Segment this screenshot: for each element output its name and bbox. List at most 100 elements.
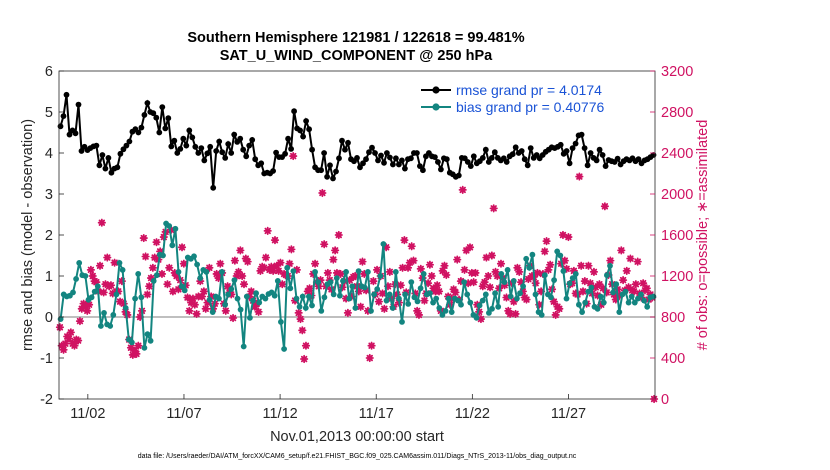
rmse-point: [108, 169, 115, 176]
rmse-point: [186, 127, 193, 134]
bias-point: [240, 343, 247, 350]
obs-count-marker: [409, 256, 418, 265]
rmse-point: [420, 167, 426, 174]
bias-point: [234, 295, 241, 302]
obs-count-marker: [145, 282, 154, 291]
obs-count-marker: [382, 243, 391, 252]
obs-count-marker: [578, 287, 588, 296]
obs-count-marker: [509, 297, 518, 306]
obs-count-marker: [179, 259, 188, 268]
rmse-point: [303, 118, 309, 124]
bias-point: [222, 301, 229, 308]
obs-count-marker: [637, 293, 646, 302]
obs-count-marker: [303, 287, 312, 296]
obs-count-marker: [86, 265, 95, 274]
rmse-point: [485, 159, 492, 165]
obs-count-marker: [243, 257, 252, 266]
bias-point: [209, 309, 216, 315]
chart-title-line2: SAT_U_WIND_COMPONENT @ 250 hPa: [220, 48, 493, 64]
bias-point: [560, 268, 567, 274]
rmse-point: [126, 138, 133, 145]
bias-point: [504, 267, 511, 273]
bias-point: [566, 280, 573, 287]
rmse-point: [168, 143, 175, 150]
obs-count-marker: [480, 278, 489, 287]
bias-point: [458, 301, 464, 308]
rmse-point: [270, 168, 276, 174]
rmse-point: [57, 123, 64, 130]
rmse-point: [282, 150, 288, 157]
bias-point: [141, 344, 148, 351]
obs-count-marker: [487, 251, 496, 260]
obs-count-marker: [134, 341, 143, 350]
rmse-point: [189, 134, 196, 141]
bias-point: [371, 291, 377, 298]
bias-point: [514, 295, 520, 302]
bias-point: [600, 299, 607, 306]
bias-point: [287, 285, 294, 292]
obs-count-marker: [174, 285, 183, 294]
bias-point: [430, 299, 436, 306]
obs-count-marker: [172, 271, 181, 281]
bias-point: [281, 346, 287, 352]
obs-count-marker: [117, 277, 126, 286]
obs-count-marker: [329, 255, 338, 264]
rmse-point: [342, 146, 348, 153]
obs-count-marker: [465, 243, 475, 252]
obs-count-marker: [405, 258, 414, 267]
rmse-point: [387, 154, 393, 161]
obs-count-marker: [449, 285, 458, 294]
rmse-point: [222, 155, 229, 161]
rmse-point: [581, 145, 588, 152]
bias-point: [448, 309, 455, 315]
obs-count-marker: [489, 204, 498, 213]
obs-count-marker: [427, 271, 436, 281]
obs-count-marker: [212, 269, 221, 279]
rmse-point: [258, 160, 265, 167]
obs-count-marker: [323, 268, 332, 278]
bias-point: [178, 283, 185, 290]
obs-count-marker: [414, 310, 424, 320]
obs-count-marker: [577, 261, 586, 270]
bias-point: [181, 287, 188, 294]
obs-count-marker: [496, 259, 506, 268]
bias-point: [510, 278, 517, 284]
rmse-point: [249, 137, 256, 143]
obs-count-marker: [57, 341, 66, 350]
bias-point: [290, 268, 297, 274]
obs-count-marker: [600, 202, 609, 211]
bias-point: [482, 291, 489, 298]
obs-count-marker: [128, 350, 137, 360]
obs-count-marker: [188, 294, 198, 303]
rmse-point: [171, 137, 178, 144]
x-tick-label: 11/27: [551, 406, 586, 422]
obs-count-marker: [177, 243, 187, 252]
left-y-tick-label: 0: [45, 310, 53, 326]
bias-point: [638, 291, 644, 298]
obs-count-marker: [482, 253, 491, 262]
bias-point: [554, 248, 561, 255]
obs-count-marker: [239, 280, 249, 289]
obs-count-marker: [562, 264, 571, 273]
bias-point: [91, 288, 98, 295]
rmse-point: [228, 150, 235, 156]
bias-point: [119, 267, 126, 273]
obs-count-marker: [81, 302, 90, 311]
bias-point: [405, 301, 412, 307]
rmse-point: [231, 131, 238, 138]
obs-count-marker: [515, 267, 524, 276]
rmse-point: [363, 156, 369, 163]
bias-point: [76, 260, 83, 266]
obs-count-marker: [83, 306, 92, 315]
rmse-point: [414, 150, 420, 156]
rmse-point: [330, 175, 336, 182]
rmse-point: [438, 166, 444, 173]
right-y-tick-label: 1200: [661, 269, 693, 285]
bias-point: [597, 293, 604, 300]
left-y-tick-label: 5: [45, 105, 53, 121]
bias-point: [473, 314, 480, 321]
rmse-point: [117, 150, 124, 157]
obs-count-marker: [300, 354, 309, 364]
bias-point: [144, 331, 151, 338]
bias-point: [380, 241, 387, 247]
